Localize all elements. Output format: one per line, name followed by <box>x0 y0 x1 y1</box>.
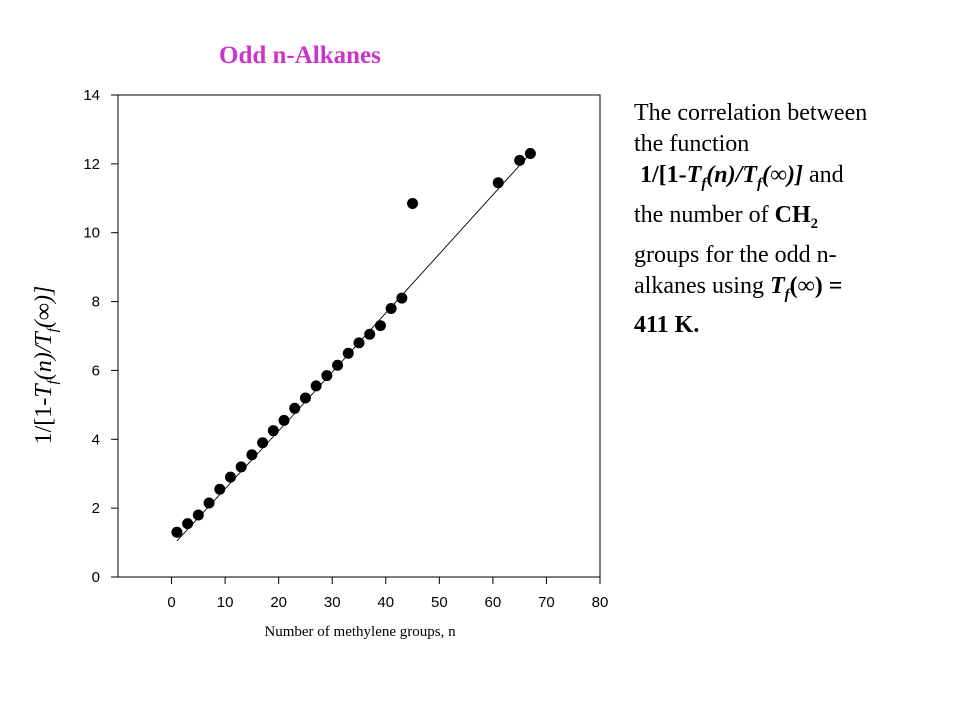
caption-line: the number of CH2 <box>634 201 819 232</box>
data-point <box>257 437 269 449</box>
data-point <box>289 402 301 414</box>
y-tick-label: 6 <box>92 362 100 379</box>
y-tick-label: 14 <box>83 87 100 104</box>
data-point <box>332 359 344 371</box>
caption: The correlation between the function 1/[… <box>634 98 952 341</box>
y-tick-label: 10 <box>83 225 100 242</box>
data-points <box>171 148 536 538</box>
data-point <box>299 392 311 404</box>
x-tick-label: 30 <box>324 594 341 611</box>
data-point <box>492 177 504 189</box>
data-point <box>310 380 322 392</box>
y-tick-label: 8 <box>92 294 100 311</box>
y-axis-ticks: 0 2 4 6 8 10 12 14 <box>83 87 118 586</box>
caption-function: 1/[1-Tf(n)/Tf(∞)] and <box>640 162 844 192</box>
caption-line: alkanes using Tf(∞) = <box>634 272 843 303</box>
fit-line-layer <box>176 153 531 542</box>
x-tick-label: 70 <box>538 594 555 611</box>
data-point <box>364 328 376 340</box>
data-point <box>353 337 365 349</box>
chart-title: Odd n-Alkanes <box>219 42 381 69</box>
x-tick-label: 50 <box>431 594 448 611</box>
data-point <box>171 526 183 538</box>
x-tick-label: 60 <box>485 594 502 611</box>
plot-area <box>117 94 601 578</box>
data-point <box>214 483 226 495</box>
caption-line: 411 K. <box>634 312 700 339</box>
data-point <box>246 449 258 461</box>
y-tick-label: 12 <box>83 156 100 173</box>
x-tick-label: 20 <box>270 594 287 611</box>
caption-line: The correlation between <box>634 100 868 126</box>
plot-frame <box>117 94 601 578</box>
data-point <box>278 414 290 426</box>
data-point <box>342 347 354 359</box>
caption-line: the function <box>634 131 750 157</box>
data-point <box>396 292 408 304</box>
x-axis-ticks: 0 10 20 30 40 50 60 70 80 <box>167 577 608 611</box>
x-tick-label: 80 <box>592 594 609 611</box>
caption-line: groups for the odd n- <box>634 241 837 268</box>
data-point <box>224 471 236 483</box>
data-point <box>385 302 397 314</box>
fit-line <box>176 153 531 542</box>
x-tick-label: 0 <box>167 594 175 611</box>
data-point <box>514 154 526 166</box>
y-tick-label: 0 <box>92 569 100 586</box>
data-point <box>203 497 215 509</box>
data-point <box>374 320 386 332</box>
y-tick-label: 4 <box>92 431 100 448</box>
x-axis-label: Number of methylene groups, n <box>264 624 456 640</box>
y-axis-label: 1/[1-Tf(n)/Tf(∞)] <box>31 285 61 445</box>
data-point <box>267 425 279 437</box>
data-point <box>407 197 419 209</box>
data-point <box>192 509 204 521</box>
x-tick-label: 10 <box>217 594 234 611</box>
data-point <box>321 370 333 382</box>
x-tick-label: 40 <box>377 594 394 611</box>
data-point <box>182 518 194 530</box>
data-point <box>235 461 247 473</box>
y-tick-label: 2 <box>92 500 100 517</box>
data-point <box>524 148 536 160</box>
